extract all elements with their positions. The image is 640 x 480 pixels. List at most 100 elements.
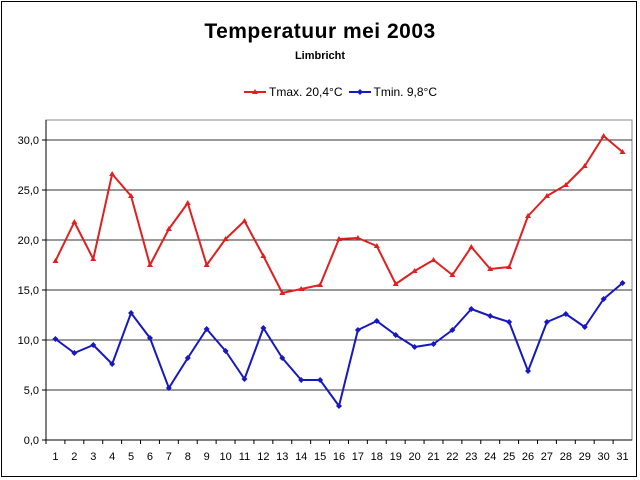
data-point-tmin <box>411 344 418 350</box>
x-tick-label: 3 <box>90 451 96 463</box>
data-point-tmax <box>146 262 153 267</box>
data-point-tmin <box>146 335 153 341</box>
data-point-tmax <box>600 133 607 138</box>
x-tick-label: 18 <box>371 451 383 463</box>
data-point-tmin <box>71 350 78 356</box>
data-point-tmax <box>336 236 342 241</box>
chart-subtitle: Limbricht <box>294 50 346 62</box>
y-tick-label: 25,0 <box>18 185 39 197</box>
data-point-tmin <box>619 280 626 286</box>
x-tick-label: 20 <box>408 451 420 463</box>
data-point-tmin <box>562 311 569 317</box>
x-tick-label: 7 <box>166 451 172 463</box>
data-point-tmax <box>298 286 305 291</box>
x-tick-label: 1 <box>52 451 58 463</box>
data-point-tmin <box>581 324 588 330</box>
data-point-tmax <box>128 193 135 198</box>
data-point-tmax <box>506 264 513 269</box>
data-point-tmin <box>525 368 532 374</box>
data-point-tmin <box>430 341 437 347</box>
y-tick-label: 30,0 <box>18 135 39 147</box>
x-tick-label: 8 <box>185 451 191 463</box>
y-tick-label: 5,0 <box>24 385 39 397</box>
y-tick-label: 20,0 <box>18 235 39 247</box>
data-point-tmax <box>109 171 116 176</box>
x-tick-label: 27 <box>541 451 553 463</box>
data-point-tmin <box>165 385 172 391</box>
data-point-tmax <box>430 257 437 262</box>
data-point-tmin <box>184 355 191 361</box>
x-tick-label: 26 <box>522 451 534 463</box>
data-point-tmax <box>392 281 399 286</box>
x-tick-label: 9 <box>204 451 210 463</box>
data-point-tmin <box>260 325 267 331</box>
data-point-tmin <box>600 296 607 302</box>
data-point-tmin <box>317 377 324 383</box>
data-point-tmax <box>317 282 324 287</box>
data-point-tmin <box>109 361 116 367</box>
data-point-tmin <box>506 319 513 325</box>
legend: Tmax. 20,4°C Tmin. 9,8°C <box>244 85 437 99</box>
data-point-tmax <box>52 258 59 263</box>
data-point-tmin <box>487 313 494 319</box>
data-point-tmin <box>336 403 342 409</box>
x-tick-label: 31 <box>616 451 628 463</box>
x-tick-label: 16 <box>333 451 345 463</box>
x-tick-label: 11 <box>239 451 250 463</box>
data-point-tmax <box>165 226 172 231</box>
data-point-tmax <box>562 182 569 187</box>
data-point-tmax <box>373 243 380 248</box>
x-tick-label: 30 <box>598 451 610 463</box>
data-point-tmax <box>279 290 286 295</box>
data-point-tmin <box>90 342 97 348</box>
data-point-tmax <box>449 272 456 277</box>
data-point-tmin <box>222 348 229 354</box>
legend-label-tmax: Tmax. 20,4°C <box>269 85 343 99</box>
x-tick-label: 10 <box>219 451 231 463</box>
data-point-tmax <box>260 253 267 258</box>
x-tick-label: 12 <box>257 451 269 463</box>
data-point-tmin <box>468 306 475 312</box>
data-point-tmax <box>468 244 475 249</box>
data-point-tmin <box>279 355 286 361</box>
data-point-tmin <box>449 327 456 333</box>
x-tick-label: 6 <box>147 451 153 463</box>
legend-item-tmin: Tmin. 9,8°C <box>348 85 437 99</box>
data-point-tmin <box>543 319 550 325</box>
data-point-tmax <box>71 219 78 224</box>
data-point-tmax <box>184 200 191 205</box>
x-tick-label: 24 <box>484 451 496 463</box>
legend-item-tmax: Tmax. 20,4°C <box>244 85 343 99</box>
x-tick-label: 22 <box>446 451 458 463</box>
data-point-tmax <box>543 193 550 198</box>
legend-label-tmin: Tmin. 9,8°C <box>373 85 437 99</box>
data-point-tmin <box>354 327 361 333</box>
data-point-tmin <box>373 318 380 324</box>
data-point-tmax <box>411 268 418 273</box>
data-point-tmax <box>487 266 494 271</box>
x-tick-label: 2 <box>71 451 77 463</box>
data-point-tmax <box>241 218 248 223</box>
data-point-tmin <box>203 326 210 332</box>
data-point-tmax <box>581 163 588 168</box>
x-tick-label: 21 <box>427 451 439 463</box>
data-point-tmax <box>90 256 97 261</box>
data-point-tmin <box>52 336 59 342</box>
x-tick-label: 15 <box>314 451 326 463</box>
data-point-tmax <box>525 213 532 218</box>
data-point-tmax <box>619 149 626 154</box>
x-tick-label: 5 <box>128 451 134 463</box>
x-tick-label: 28 <box>560 451 572 463</box>
data-point-tmax <box>203 262 210 267</box>
y-tick-label: 15,0 <box>18 285 39 297</box>
data-point-tmin <box>241 376 248 382</box>
y-tick-label: 10,0 <box>18 335 39 347</box>
x-tick-label: 23 <box>465 451 477 463</box>
data-point-tmax <box>222 236 229 241</box>
data-point-tmin <box>298 377 305 383</box>
x-tick-label: 13 <box>276 451 288 463</box>
legend-swatch-tmax-icon <box>244 89 266 94</box>
legend-swatch-tmin-icon <box>348 89 371 95</box>
chart-title: Temperatuur mei 2003 <box>204 20 436 43</box>
